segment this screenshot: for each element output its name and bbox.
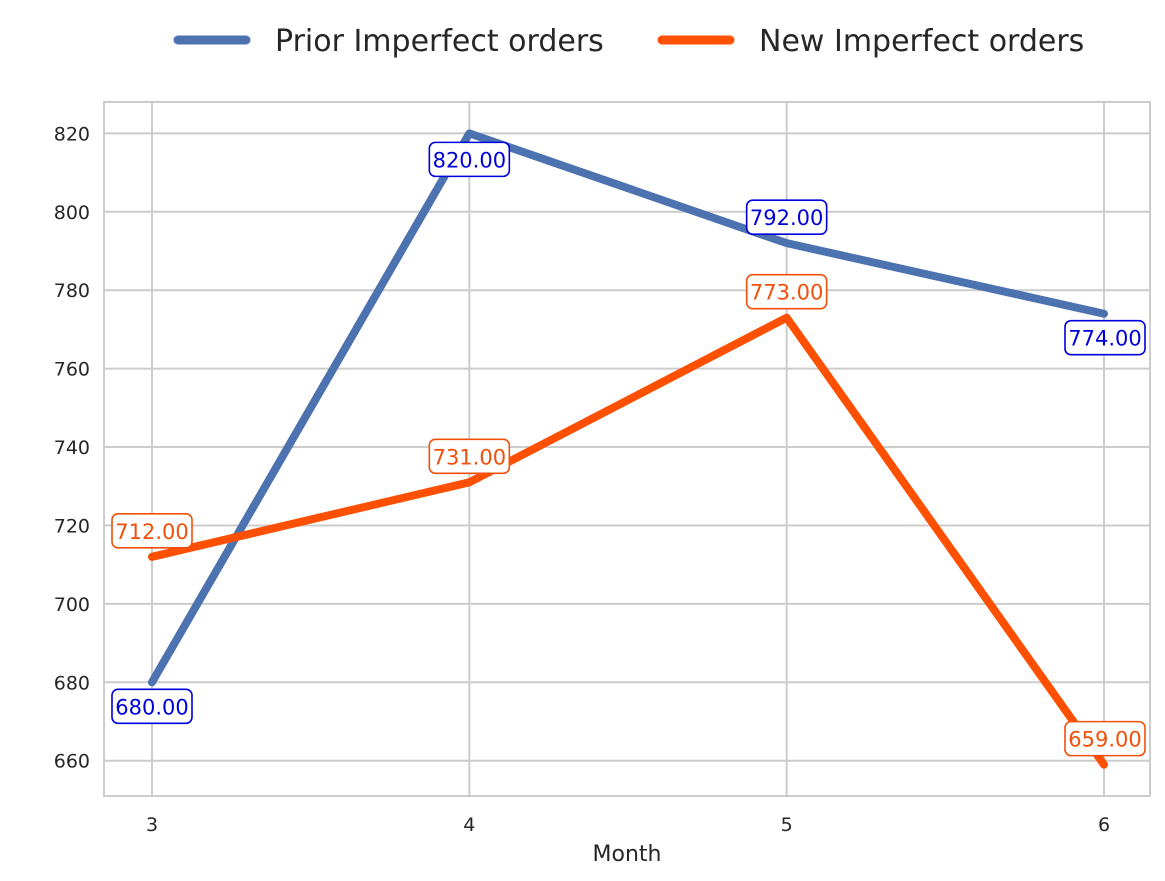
data-label-text: 792.00 [750,206,823,230]
data-labels: 680.00 820.00 792.00 774.00 712.00 731.00 773.… [111,141,1146,757]
x-axis-title: Month [593,842,662,867]
data-label: 773.00 [745,273,828,310]
legend: Prior Imperfect orders New Imperfect orde… [173,24,1084,59]
x-tick-labels: 3 4 5 6 [146,814,1110,836]
data-label-box [428,438,511,475]
data-label-box [111,688,193,725]
data-label-box [111,513,193,549]
data-label: 659.00 [1064,720,1146,757]
data-label-text: 774.00 [1068,327,1141,351]
plot-frame [103,101,1151,797]
data-label-text: 820.00 [433,148,506,172]
x-tick-label: 3 [146,814,158,836]
y-tick-label: 700 [54,594,90,616]
data-label: 731.00 [428,438,511,475]
data-label-text: 712.00 [115,520,188,544]
data-label-box [1064,720,1146,757]
x-tick-label: 4 [463,814,475,836]
y-tick-label: 720 [54,515,90,537]
x-tick-label: 6 [1098,814,1110,836]
data-label: 792.00 [745,199,828,235]
data-label-box [745,199,828,235]
data-label: 774.00 [1064,319,1146,356]
data-label-box [428,141,511,178]
series-lines [148,129,1108,769]
data-label-text: 659.00 [1068,728,1141,752]
x-tick-label: 5 [781,814,793,836]
data-label: 712.00 [111,513,193,549]
data-label: 680.00 [111,688,193,725]
data-label-text: 680.00 [115,695,188,719]
y-tick-label: 800 [54,202,90,224]
data-label-box [745,273,828,310]
grid [104,102,1150,796]
legend-label: New Imperfect orders [759,24,1084,59]
y-tick-label: 820 [54,123,90,145]
series-line-1 [148,129,1108,687]
data-label-text: 773.00 [750,281,823,305]
y-tick-label: 760 [54,359,90,381]
y-tick-label: 740 [54,437,90,459]
legend-label: Prior Imperfect orders [275,24,604,59]
series-line-2 [148,313,1108,769]
y-tick-label: 660 [54,751,90,773]
data-label-box [1064,319,1146,356]
data-label-text: 731.00 [433,445,506,469]
y-tick-label: 780 [54,280,90,302]
data-label: 820.00 [428,141,511,178]
y-tick-labels: 660 680 700 720 740 760 780 800 820 [54,123,90,772]
y-tick-label: 680 [54,672,90,694]
